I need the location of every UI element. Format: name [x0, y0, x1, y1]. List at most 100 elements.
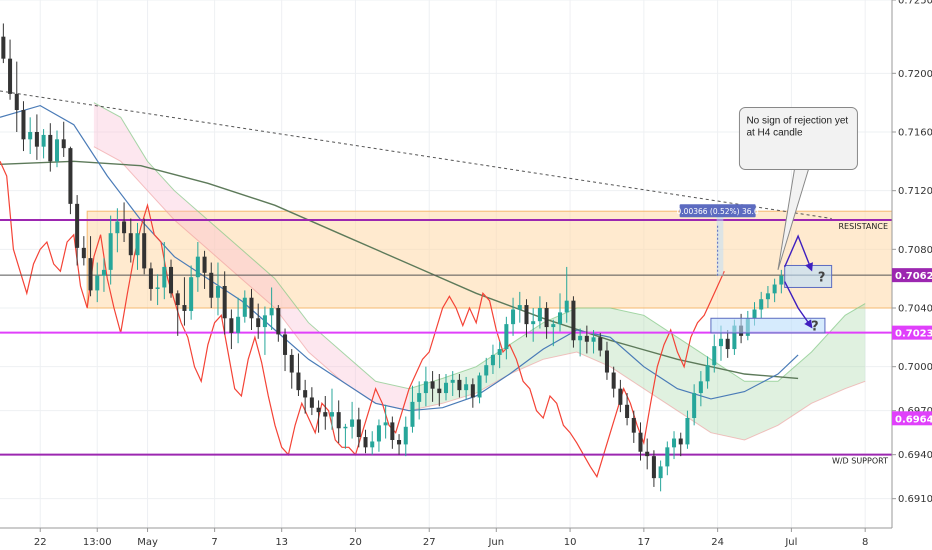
candle [692, 384, 697, 426]
candle-body [169, 266, 174, 294]
candle [323, 396, 328, 430]
candle [316, 400, 321, 433]
candle [128, 218, 133, 263]
resistance-zone [86, 210, 893, 309]
candle [289, 349, 294, 389]
candle [209, 262, 214, 308]
candle [698, 371, 703, 407]
candle-body [303, 390, 308, 398]
candle-body [289, 354, 294, 373]
candle [229, 309, 234, 350]
candle [182, 277, 187, 326]
candle-body [356, 419, 361, 438]
candle [571, 296, 576, 348]
candle [658, 460, 663, 492]
candle [410, 385, 415, 433]
candle [638, 422, 643, 461]
candlesticks [1, 23, 784, 492]
candle-body [531, 321, 536, 325]
drawings: ?? 0.00366 (0.52%) 36.6 No sign of rejecti… [0, 90, 858, 335]
candle [423, 366, 428, 407]
candle-body [558, 312, 563, 325]
candle [329, 388, 334, 430]
candle-body [242, 297, 247, 317]
candle [678, 432, 683, 457]
candle-body [511, 309, 516, 325]
candle [685, 410, 690, 449]
candle [511, 297, 516, 336]
candle-body [678, 438, 683, 445]
candle-body [765, 293, 770, 300]
upper-target-box-label: ? [818, 270, 826, 285]
candle [101, 258, 106, 292]
candle [14, 61, 19, 132]
candle [195, 242, 200, 292]
candle-body [591, 337, 596, 342]
candle [336, 400, 341, 443]
candle [48, 123, 53, 172]
candle [363, 429, 368, 454]
candle [477, 372, 482, 404]
candle-body [296, 372, 301, 391]
candle-body [155, 287, 160, 289]
price-label: 0.69648 [895, 414, 932, 425]
candle [490, 344, 495, 374]
candle-body [598, 337, 603, 351]
measure-label: 0.00366 (0.52%) 36.6 [677, 207, 759, 216]
candle [645, 438, 650, 470]
price-label-bg [892, 411, 932, 426]
candle [215, 262, 220, 316]
candle-body [256, 318, 261, 328]
candle-body [21, 110, 26, 140]
time-tick-label: 17 [637, 537, 650, 548]
candle-body [437, 388, 442, 394]
candle-body [584, 335, 589, 342]
candle-body [571, 300, 576, 341]
candle-body [8, 58, 13, 94]
candle-body [544, 308, 549, 328]
descending-trendline [0, 90, 832, 220]
candle [390, 416, 395, 449]
callout-box [738, 106, 858, 170]
candle-body [497, 349, 502, 355]
support-line-label: W/D SUPPORT [832, 457, 888, 466]
candle [34, 114, 39, 160]
callout-tail [777, 169, 809, 271]
candle [202, 250, 207, 289]
candle [122, 202, 127, 242]
candle [283, 328, 288, 372]
candle-body [638, 432, 643, 452]
candle [8, 39, 13, 100]
candle [41, 129, 46, 159]
candle [162, 242, 167, 300]
candle [504, 316, 509, 360]
candle-body [115, 221, 120, 234]
candle [430, 371, 435, 402]
candle-body [517, 305, 522, 310]
candle [115, 208, 120, 253]
candle-body [490, 354, 495, 366]
candle [537, 296, 542, 329]
candle-body [229, 318, 234, 333]
candle-body [54, 139, 60, 162]
candle-body [316, 407, 321, 413]
candle-body [283, 334, 288, 355]
price-label: 0.70624 [895, 271, 932, 282]
candle [712, 334, 717, 373]
candle-body [28, 132, 33, 140]
candle-body [450, 379, 455, 383]
candle [189, 265, 194, 320]
measure-range [716, 211, 724, 276]
candle-body [1, 36, 6, 59]
time-tick-label: 7 [211, 537, 217, 548]
candle-body [484, 365, 489, 376]
candle-body [759, 299, 764, 310]
candle-body [222, 286, 227, 319]
candle [169, 259, 174, 298]
candle [236, 297, 241, 344]
